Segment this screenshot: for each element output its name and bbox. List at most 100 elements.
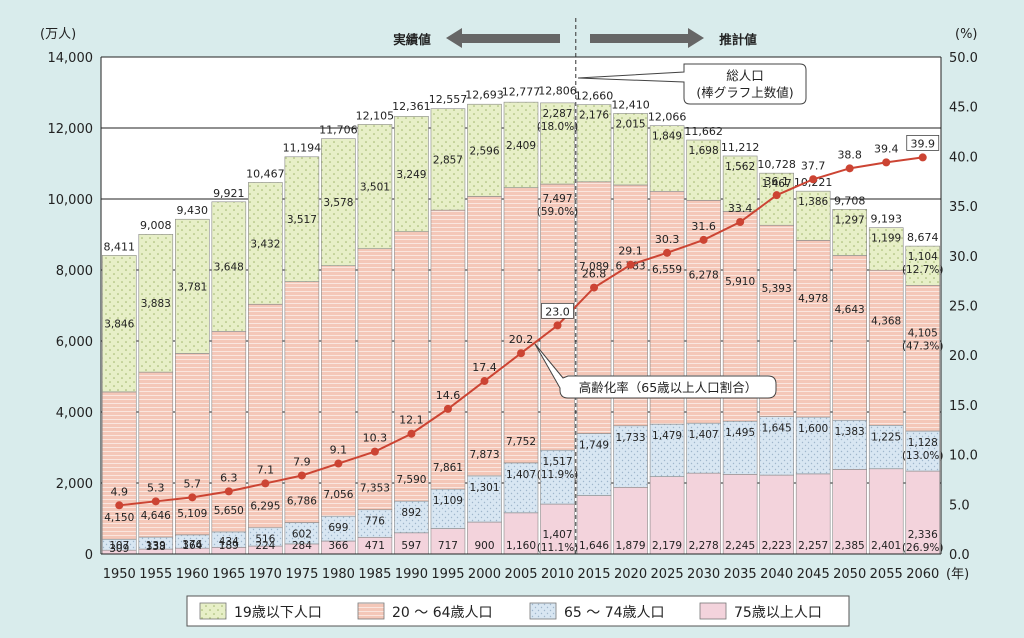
aging-rate-point: [918, 153, 927, 162]
x-tick-label: 1985: [358, 567, 391, 582]
bar-segment: [430, 209, 466, 490]
y-tick-label: 0: [85, 548, 93, 563]
x-tick-label: 2010: [541, 567, 574, 582]
legend-swatch: [699, 602, 727, 620]
segment-label: 1,646: [579, 540, 609, 552]
y-tick-label: 6,000: [56, 335, 93, 350]
legend-label: 75歳以上人口: [734, 605, 822, 621]
y-tick-label: 2,000: [56, 477, 93, 492]
total-callout: [577, 63, 807, 105]
aging-rate-label: 23.0: [545, 305, 570, 318]
total-label: 11,194: [283, 142, 322, 155]
segment-label: 1,109: [433, 495, 463, 507]
aging-rate-point: [261, 479, 270, 488]
x-tick-label: 1970: [249, 567, 282, 582]
segment-label: 516: [255, 534, 275, 546]
segment-label: 5,910: [725, 276, 755, 288]
aging-rate-point: [845, 164, 854, 173]
segment-label: 1,645: [762, 423, 792, 435]
aging-rate-label: 5.3: [147, 481, 165, 494]
segment-label: 139: [146, 540, 166, 552]
aging-rate-point: [699, 235, 708, 244]
segment-label: 6,559: [652, 264, 682, 276]
bar-segment: [503, 101, 539, 188]
segment-label: 1,104: [908, 251, 938, 263]
bar-segment: [686, 472, 721, 555]
aging-rate-highlight-box: [906, 134, 940, 151]
aging-rate-point: [882, 158, 891, 167]
segment-label: 1,407: [542, 529, 572, 541]
segment-label: 1,407: [689, 429, 719, 441]
aging-rate-label: 33.4: [728, 202, 753, 215]
bar-segment: [430, 488, 466, 529]
aging-rate-point: [517, 349, 525, 358]
aging-rate-label: 7.1: [257, 463, 275, 476]
aging-rate-point: [370, 447, 379, 456]
bar-segment: [357, 124, 393, 249]
total-label: 12,806: [538, 84, 577, 97]
segment-label: 1,749: [579, 439, 609, 451]
segment-label: 2,015: [616, 118, 646, 130]
segment-label: 2,287: [542, 108, 572, 120]
segment-label: 471: [365, 540, 385, 552]
total-label: 9,430: [177, 204, 209, 217]
bar-segment: [248, 303, 283, 529]
segment-label: 4,643: [835, 304, 865, 316]
x-tick-label: 2025: [651, 567, 684, 582]
bar-segment: [795, 240, 831, 418]
segment-pct-label: (11.9%): [537, 469, 579, 481]
y2-tick-label: 25.0: [949, 300, 978, 315]
segment-label: 3,883: [141, 298, 171, 310]
segment-label: 1,386: [798, 196, 828, 208]
total-label: 12,660: [575, 90, 614, 103]
bar-segment: [248, 182, 283, 305]
bar-segment: [832, 469, 867, 555]
segment-label: 3,517: [287, 214, 317, 226]
segment-label: 892: [401, 507, 421, 519]
aging-rate-label: 12.1: [399, 414, 424, 427]
segment-label: 6,295: [250, 501, 280, 513]
segment-label: 1,225: [871, 431, 901, 443]
aging-rate-point: [480, 377, 489, 386]
segment-label: 3,501: [360, 182, 390, 194]
segment-label: 164: [182, 540, 202, 552]
aging-rate-label: 6.3: [220, 471, 238, 484]
legend-label: 20 ～ 64歳人口: [392, 605, 493, 621]
y-tick-label: 8,000: [56, 264, 93, 279]
total-label: 12,693: [465, 88, 504, 101]
bar-segment: [868, 269, 904, 426]
x-tick-label: 2045: [797, 567, 830, 582]
segment-label: 2,245: [725, 540, 755, 552]
bar-segment: [101, 255, 137, 393]
aging-rate-label: 30.3: [655, 233, 680, 246]
bar-segment: [795, 190, 831, 241]
segment-label: 1,467: [762, 178, 792, 190]
aging-rate-label: 26.8: [582, 268, 607, 281]
segment-label: 309: [109, 543, 129, 555]
segment-label: 1,495: [725, 427, 755, 439]
bar-segment: [576, 495, 612, 555]
segment-label: 366: [328, 540, 348, 552]
bar-segment: [759, 416, 794, 476]
segment-pct-label: (26.9%): [902, 542, 944, 554]
segment-label: 2,409: [506, 140, 536, 152]
total-label: 11,212: [721, 141, 760, 154]
x-tick-label: 2035: [724, 567, 757, 582]
bar-segment: [686, 139, 721, 201]
y2-tick-label: 20.0: [949, 349, 978, 364]
y2-tick-label: 15.0: [949, 399, 978, 414]
aging-rate-point: [115, 501, 124, 510]
projected-label: 推計値: [719, 32, 757, 47]
x-tick-label: 2005: [504, 567, 537, 582]
x-tick-label: 1960: [176, 567, 209, 582]
projected-arrow: [590, 28, 704, 48]
bar-segment: [430, 528, 466, 555]
aging-rate-label: 9.1: [330, 444, 348, 457]
aging-rate-label: 20.2: [509, 333, 534, 346]
total-callout-line2: (棒グラフ上数値): [696, 85, 793, 100]
bar-segment: [832, 209, 867, 256]
x-tick-label: 1990: [395, 567, 428, 582]
bar-segment: [211, 331, 247, 533]
x-tick-label: 2030: [687, 567, 720, 582]
segment-label: 3,249: [396, 169, 426, 181]
